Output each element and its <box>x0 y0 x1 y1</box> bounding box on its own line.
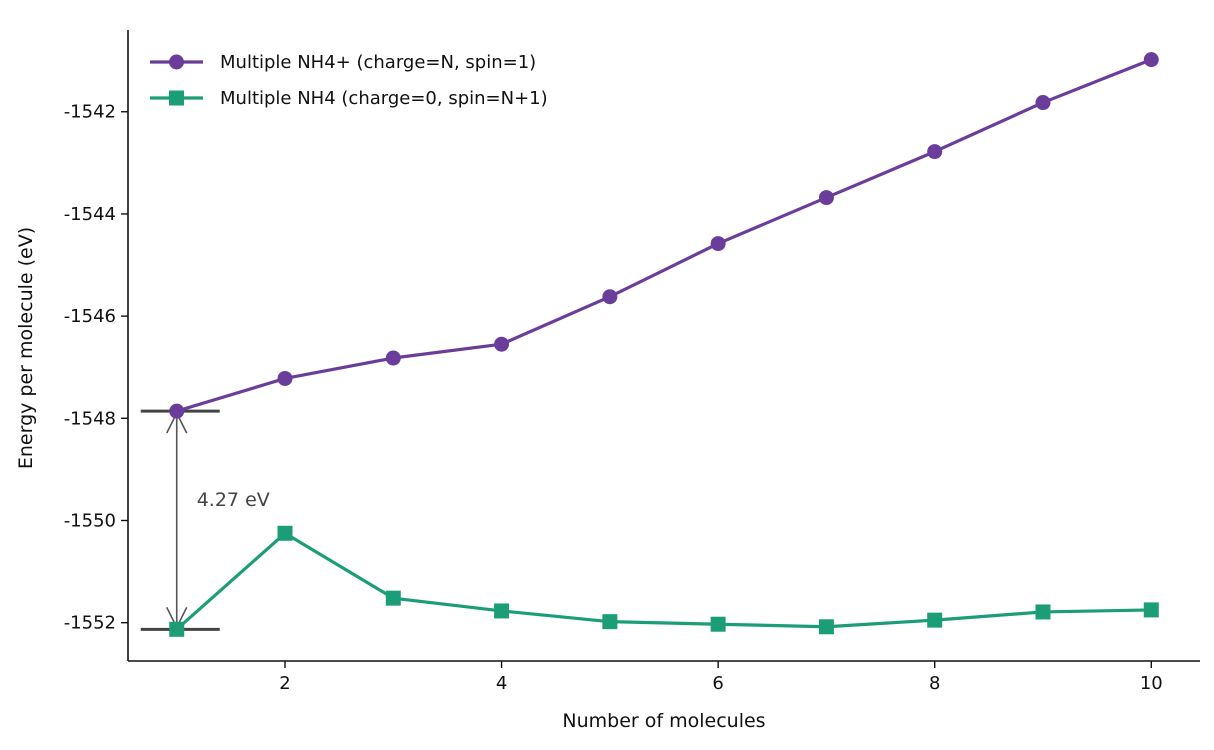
data-point <box>494 603 510 619</box>
data-point <box>602 289 618 305</box>
data-point <box>927 144 943 160</box>
legend-item-2: Multiple NH4 (charge=0, spin=N+1) <box>150 88 548 109</box>
x-tick-label: 10 <box>1140 673 1163 694</box>
x-axis-label: Number of molecules <box>562 710 765 732</box>
x-tick-label: 2 <box>279 673 290 694</box>
y-tick-label: -1546 <box>64 306 116 327</box>
y-tick-label: -1544 <box>64 204 116 225</box>
data-point <box>385 590 401 606</box>
series-1 <box>169 52 1159 419</box>
axes: 2 4 6 8 10 -1552 -1550 -1548 -1546 -1544 -1542 <box>64 30 1200 694</box>
gap-annotation: 4.27 eV <box>140 409 270 631</box>
legend-item-1: Multiple NH4+ (charge=N, spin=1) <box>150 52 536 73</box>
series-line <box>175 531 1152 631</box>
y-tick-label: -1548 <box>64 408 116 429</box>
data-point <box>169 403 185 419</box>
data-point <box>277 370 293 386</box>
data-point <box>494 336 510 352</box>
data-point <box>1143 602 1159 618</box>
data-point <box>927 612 943 628</box>
data-point <box>169 621 185 637</box>
legend-label: Multiple NH4 (charge=0, spin=N+1) <box>220 88 548 109</box>
x-tick-label: 6 <box>712 673 723 694</box>
x-tick-label: 4 <box>496 673 507 694</box>
gap-label: 4.27 eV <box>197 489 270 511</box>
legend-marker <box>169 54 184 70</box>
series-2 <box>169 525 1159 637</box>
data-point <box>710 616 726 632</box>
y-tick-label: -1542 <box>64 102 116 123</box>
legend-label: Multiple NH4+ (charge=N, spin=1) <box>220 52 536 73</box>
y-tick-label: -1552 <box>64 613 116 634</box>
data-point <box>818 619 834 635</box>
series-line <box>176 58 1152 413</box>
data-point <box>1035 604 1051 620</box>
data-point <box>385 350 401 366</box>
data-point <box>602 614 618 630</box>
y-axis-label: Energy per molecule (eV) <box>15 227 37 469</box>
data-point <box>710 236 726 252</box>
data-point <box>818 190 834 206</box>
data-point <box>1035 95 1051 111</box>
legend-marker <box>169 90 184 106</box>
y-tick-label: -1550 <box>64 510 116 531</box>
data-point <box>277 525 293 541</box>
x-tick-label: 8 <box>929 673 940 694</box>
legend: Multiple NH4+ (charge=N, spin=1) Multiple… <box>150 52 548 109</box>
data-point <box>1143 52 1159 68</box>
series-layer <box>169 52 1159 637</box>
